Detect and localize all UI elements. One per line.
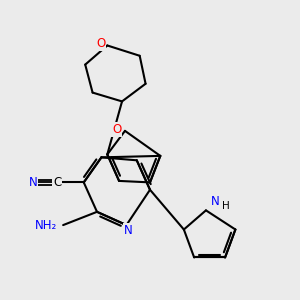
- Text: O: O: [112, 123, 122, 136]
- Text: NH₂: NH₂: [34, 219, 57, 232]
- Text: C: C: [53, 176, 61, 189]
- Text: O: O: [96, 38, 106, 50]
- Text: N: N: [210, 195, 219, 208]
- Text: H: H: [222, 201, 230, 211]
- Text: N: N: [124, 224, 132, 237]
- Text: N: N: [29, 176, 38, 189]
